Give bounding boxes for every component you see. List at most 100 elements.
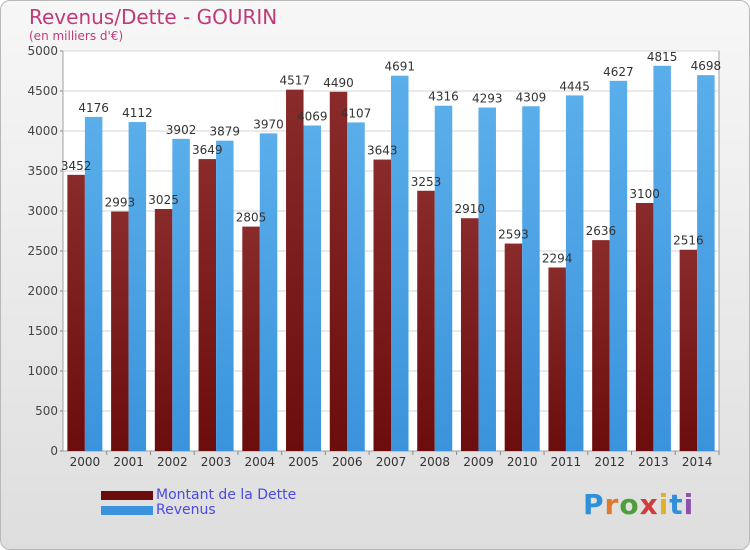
x-tick-label: 2003 <box>201 455 232 469</box>
data-label-dette: 3649 <box>192 143 223 157</box>
logo-letter: x <box>639 488 659 521</box>
bar-revenus <box>303 125 322 451</box>
data-label-revenus: 4815 <box>647 50 678 64</box>
bar-revenus <box>259 133 278 451</box>
bar-dette <box>460 218 479 451</box>
x-tick-label: 2007 <box>376 455 407 469</box>
data-label-dette: 2993 <box>105 196 136 210</box>
data-label-revenus: 3902 <box>166 123 197 137</box>
legend-item-dette: Montant de la Dette <box>101 487 297 503</box>
x-tick-label: 2005 <box>288 455 319 469</box>
bar-revenus <box>216 140 234 451</box>
data-label-revenus: 4691 <box>384 60 415 74</box>
x-tick-label: 2004 <box>245 455 276 469</box>
logo-letter: i <box>683 488 695 521</box>
data-label-revenus: 4112 <box>122 106 153 120</box>
data-label-dette: 2636 <box>586 224 617 238</box>
data-label-dette: 2593 <box>498 228 529 242</box>
y-tick-label: 3000 <box>27 204 58 218</box>
legend-item-revenus: Revenus <box>101 502 216 518</box>
data-label-dette: 2910 <box>454 202 485 216</box>
bar-revenus <box>653 65 671 452</box>
x-tick-label: 2006 <box>332 455 363 469</box>
y-tick-label: 1500 <box>27 324 58 338</box>
data-label-dette: 3100 <box>629 187 660 201</box>
x-tick-label: 2002 <box>157 455 188 469</box>
data-label-dette: 2805 <box>236 211 267 225</box>
logo-letter: i <box>658 488 670 521</box>
y-tick-label: 1000 <box>27 364 58 378</box>
logo-letter: P <box>583 488 605 521</box>
data-label-dette: 4517 <box>280 74 311 88</box>
x-tick-label: 2000 <box>70 455 101 469</box>
data-label-dette: 4490 <box>323 76 354 90</box>
y-tick-label: 0 <box>50 444 58 458</box>
data-label-revenus: 3970 <box>253 117 284 131</box>
bar-revenus <box>697 75 715 451</box>
data-label-revenus: 4176 <box>78 101 109 115</box>
bar-dette <box>592 240 610 451</box>
legend-label-dette: Montant de la Dette <box>156 487 297 503</box>
y-tick-label: 3500 <box>27 164 58 178</box>
y-tick-label: 2000 <box>27 284 58 298</box>
bar-revenus <box>565 95 584 452</box>
data-label-dette: 2294 <box>542 251 573 265</box>
data-label-dette: 3253 <box>411 175 442 189</box>
bar-revenus <box>172 138 190 451</box>
chart-subtitle: (en milliers d'€) <box>29 29 124 43</box>
logo-letter: o <box>619 488 640 521</box>
legend-label-revenus: Revenus <box>156 502 216 518</box>
bar-dette <box>154 209 173 451</box>
bar-dette <box>67 174 85 451</box>
data-label-revenus: 4309 <box>516 90 547 104</box>
x-tick-label: 2001 <box>113 455 144 469</box>
data-label-dette: 3643 <box>367 144 398 158</box>
x-tick-label: 2011 <box>551 455 582 469</box>
bar-revenus <box>478 107 496 451</box>
bar-revenus <box>391 75 409 451</box>
data-label-revenus: 4069 <box>297 109 328 123</box>
bar-dette <box>679 249 698 451</box>
data-label-dette: 2516 <box>673 234 704 248</box>
bar-dette <box>635 203 654 451</box>
bar-revenus <box>347 122 365 451</box>
bar-dette <box>373 159 391 451</box>
x-tick-label: 2013 <box>638 455 669 469</box>
legend-swatch-dette <box>101 490 153 500</box>
chart-title: Revenus/Dette - GOURIN <box>29 5 278 29</box>
bar-revenus <box>609 80 628 451</box>
data-label-revenus: 4627 <box>603 65 634 79</box>
bar-revenus <box>434 105 453 451</box>
bar-dette <box>548 267 566 451</box>
bar-dette <box>504 243 523 451</box>
data-label-revenus: 4293 <box>472 92 503 106</box>
x-tick-label: 2009 <box>463 455 494 469</box>
logo-letter: r <box>604 488 620 521</box>
x-tick-label: 2014 <box>682 455 713 469</box>
bar-revenus <box>522 106 540 451</box>
legend-swatch-revenus <box>101 505 153 515</box>
y-tick-label: 5000 <box>27 44 58 58</box>
y-tick-label: 4500 <box>27 84 58 98</box>
y-tick-label: 2500 <box>27 244 58 258</box>
bar-dette <box>417 190 435 451</box>
data-label-dette: 3025 <box>148 193 179 207</box>
y-tick-label: 500 <box>35 404 58 418</box>
data-label-revenus: 3879 <box>210 125 241 139</box>
data-label-revenus: 4107 <box>341 106 372 120</box>
data-label-revenus: 4445 <box>559 79 590 93</box>
x-tick-label: 2008 <box>419 455 450 469</box>
bar-revenus <box>128 122 147 451</box>
bar-dette <box>286 89 304 451</box>
bar-dette <box>198 159 217 451</box>
x-tick-label: 2010 <box>507 455 538 469</box>
logo-letter: t <box>669 488 684 521</box>
bar-dette <box>329 91 348 452</box>
bar-dette <box>111 211 129 451</box>
data-label-revenus: 4316 <box>428 90 459 104</box>
data-label-revenus: 4698 <box>691 59 722 73</box>
bar-dette <box>242 226 260 451</box>
x-tick-label: 2012 <box>594 455 625 469</box>
y-tick-label: 4000 <box>27 124 58 138</box>
